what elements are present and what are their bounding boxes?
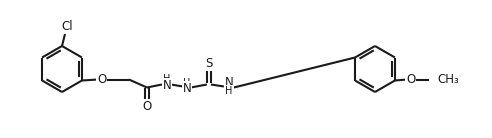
- Text: Cl: Cl: [61, 21, 73, 34]
- Text: H: H: [225, 86, 233, 95]
- Text: N: N: [183, 82, 191, 95]
- Text: O: O: [142, 100, 152, 113]
- Text: O: O: [406, 73, 416, 86]
- Text: H: H: [163, 74, 171, 83]
- Text: H: H: [183, 78, 190, 87]
- Text: S: S: [205, 57, 213, 70]
- Text: CH₃: CH₃: [437, 73, 459, 86]
- Text: N: N: [224, 76, 233, 89]
- Text: O: O: [97, 73, 107, 86]
- Text: N: N: [162, 79, 171, 92]
